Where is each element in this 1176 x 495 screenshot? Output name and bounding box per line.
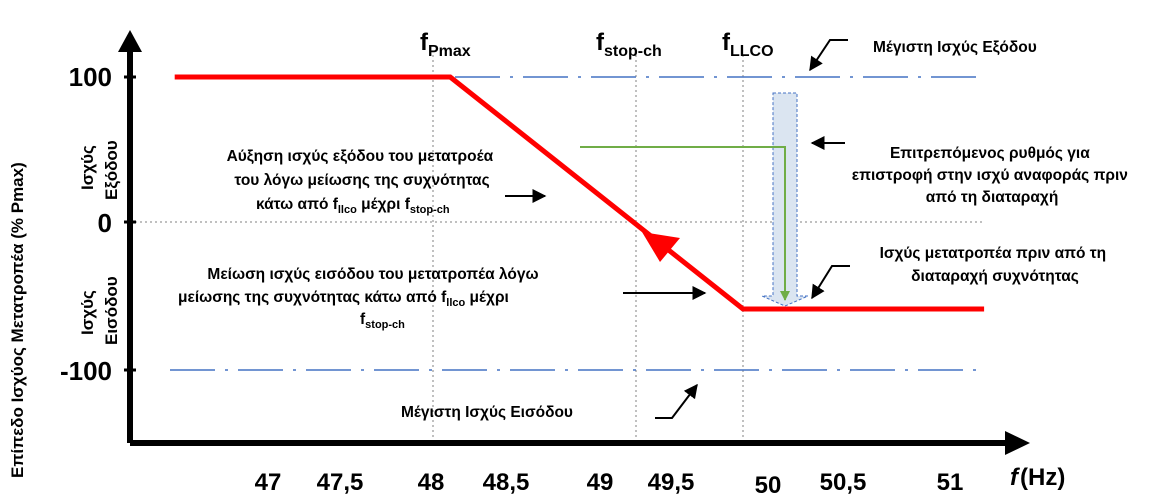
x-tick-label: 48	[418, 469, 445, 495]
y-tick-label-minus100: -100	[60, 356, 112, 386]
green-rate-path	[580, 146, 790, 301]
x-axis-arrowhead	[1005, 431, 1030, 455]
decrease-line1: Μείωση ισχύς εισόδου του μετατροπέα λόγω	[207, 266, 538, 283]
increase-annotation: Αύξηση ισχύς εξόδου του μετατροέα του λό…	[227, 148, 498, 189]
f-pmax-sub: Pmax	[428, 43, 471, 60]
decrease-line3-sub: stop-ch	[365, 319, 405, 331]
max-output-annotation: Μέγιστη Ισχύς Εξόδου	[873, 39, 1037, 56]
x-tick-label: 48,5	[483, 469, 530, 495]
f-stop-ch-label: fstop-ch	[596, 29, 662, 60]
x-tick-label: 50	[755, 472, 782, 495]
decrease-line2-sub: llco	[446, 297, 465, 309]
increase-line3-sub1: llco	[338, 204, 357, 216]
x-axis-label: f(Hz)	[1010, 464, 1065, 491]
input-region-label-line1: Ισχύς	[78, 290, 97, 335]
x-tick-label: 47,5	[317, 469, 364, 495]
allowed-rate-line1: Επιτρεπόμενος ρυθμός για	[890, 145, 1090, 162]
max-output-pointer	[809, 39, 848, 72]
x-tick-labels: 47 47,5 48 48,5 49 49,5 50 50,5 51	[255, 469, 964, 495]
power-before-line2: διαταραχή συχνότητας	[911, 268, 1079, 285]
f-llco-label: fLLCO	[722, 29, 774, 60]
max-input-pointer	[655, 383, 698, 419]
increase-line1: Αύξηση ισχύς εξόδου του μετατροέα	[227, 148, 494, 165]
f-llco-sub: LLCO	[730, 43, 774, 60]
f-pmax-label: fPmax	[420, 29, 471, 60]
input-region-label-line2: Εισόδου	[102, 276, 121, 345]
decrease-line3: fstop-ch	[360, 311, 405, 331]
output-region-label-line1: Ισχύς	[78, 145, 97, 190]
y-tick-label-0: 0	[98, 208, 112, 238]
x-tick-label: 49	[587, 469, 614, 495]
x-tick-label: 50,5	[820, 469, 867, 495]
y-axis-title: Επίπεδο Ισχύος Μετατροπέα (% Pmax)	[8, 162, 27, 478]
decrease-line2: μείωσης της συχνότητας κάτω από fllco μέ…	[178, 289, 509, 309]
decrease-line2-post: μέχρι	[465, 289, 509, 306]
increase-line2: του λόγω μείωσης της συχνότητας	[234, 172, 489, 189]
allowed-rate-line3: από τη διαταραχή	[926, 189, 1059, 206]
f-stop-ch-main: f	[596, 29, 605, 56]
allowed-rate-line2: επιστροφή στην ισχύ αναφοράς πριν	[852, 167, 1128, 184]
x-tick-label: 51	[937, 469, 964, 495]
decrease-line3-main: f	[360, 311, 366, 328]
power-before-annotation: Ισχύς μετατροπέα πριν από τη διαταραχή σ…	[880, 245, 1111, 285]
red-direction-arrowhead	[642, 232, 680, 262]
power-before-pointer	[811, 265, 850, 300]
decrease-line2-pre: μείωσης της συχνότητας κάτω από f	[178, 289, 447, 306]
increase-line3-mid: μέχρι f	[357, 196, 411, 213]
max-input-annotation: Μέγιστη Ισχύς Εισόδου	[401, 404, 573, 421]
output-region-label-line2: Εξόδου	[102, 140, 121, 200]
converter-power-line	[174, 74, 985, 312]
f-llco-main: f	[722, 29, 731, 56]
increase-line3-sub2: stop-ch	[410, 204, 450, 216]
x-axis-symbol: f	[1010, 464, 1020, 491]
allowed-rate-annotation: Επιτρεπόμενος ρυθμός για επιστροφή στην …	[852, 145, 1132, 206]
x-axis-unit: (Hz)	[1020, 464, 1065, 491]
increase-line3-pre: κάτω από f	[256, 196, 339, 213]
x-tick-label: 49,5	[648, 469, 695, 495]
y-tick-label-100: 100	[69, 62, 112, 92]
f-pmax-main: f	[420, 29, 429, 56]
decrease-annotation: Μείωση ισχύς εισόδου του μετατροπέα λόγω	[207, 266, 538, 283]
increase-line3: κάτω από fllco μέχρι fstop-ch	[256, 196, 450, 216]
power-before-line1: Ισχύς μετατροπέα πριν από τη	[880, 245, 1107, 262]
x-tick-label: 47	[255, 469, 282, 495]
y-axis-arrowhead	[118, 30, 142, 52]
f-stop-ch-sub: stop-ch	[604, 43, 662, 60]
